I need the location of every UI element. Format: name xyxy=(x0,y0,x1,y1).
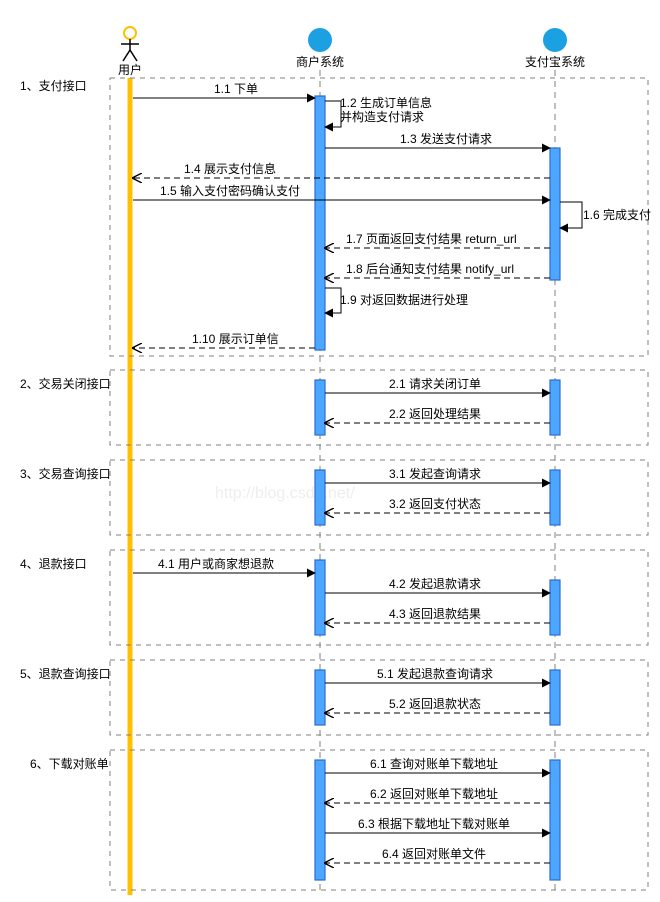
message-label: 6.3 根据下载地址下载对账单 xyxy=(358,817,510,831)
activation xyxy=(550,470,560,525)
activation xyxy=(550,580,560,635)
actor-merchant-head xyxy=(308,28,332,52)
activation xyxy=(315,760,325,880)
actor-merchant-label: 商户系统 xyxy=(296,54,344,69)
message-label: 5.1 发起退款查询请求 xyxy=(377,666,493,681)
activation xyxy=(315,96,325,350)
activation xyxy=(315,470,325,525)
section-frame xyxy=(110,460,648,535)
section-title: 4、退款接口 xyxy=(20,556,87,571)
message-label: 2.1 请求关闭订单 xyxy=(389,377,481,391)
message-label: 4.1 用户或商家想退款 xyxy=(158,556,274,571)
self-message-label: 1.9 对返回数据进行处理 xyxy=(340,292,468,307)
section-title: 3、交易查询接口 xyxy=(20,466,111,481)
actor-user xyxy=(121,27,139,61)
message-label: 5.2 返回退款状态 xyxy=(389,697,481,711)
activation xyxy=(550,148,560,280)
message-label: 6.4 返回对账单文件 xyxy=(382,846,486,861)
section-frame xyxy=(110,370,648,445)
self-message xyxy=(325,288,341,313)
watermark: http://blog.csdn.net/ xyxy=(215,485,355,502)
message-label: 4.3 返回退款结果 xyxy=(389,607,481,621)
activation xyxy=(315,380,325,435)
actor-user-label: 用户 xyxy=(118,62,142,77)
section-title: 6、下载对账单 xyxy=(30,757,109,771)
actor-alipay-head xyxy=(543,28,567,52)
message-label: 3.1 发起查询请求 xyxy=(389,466,481,481)
message-label: 2.2 返回处理结果 xyxy=(389,407,481,421)
actor-alipay-label: 支付宝系统 xyxy=(525,55,585,69)
section-title: 2、交易关闭接口 xyxy=(20,376,111,391)
message-label: 1.5 输入支付密码确认支付 xyxy=(160,183,300,198)
self-message-label: 1.6 完成支付 xyxy=(583,207,651,222)
activation xyxy=(550,760,560,880)
message-label: 1.10 展示订单信 xyxy=(192,332,279,346)
section-title: 1、支付接口 xyxy=(20,78,87,93)
message-label: 4.2 发起退款请求 xyxy=(389,576,481,591)
message-label: 6.1 查询对账单下载地址 xyxy=(370,757,498,771)
activation xyxy=(315,670,325,725)
activation xyxy=(550,380,560,435)
message-label: 1.8 后台通知支付结果 notify_url xyxy=(346,261,514,276)
message-label: 1.7 页面返回支付结果 return_url xyxy=(346,232,517,246)
message-label: 3.2 返回支付状态 xyxy=(389,497,481,511)
activation xyxy=(550,670,560,725)
self-message xyxy=(560,202,582,228)
message-label: 1.1 下单 xyxy=(214,82,258,96)
sequence-diagram: http://blog.csdn.net/用户 商户系统 支付宝系统 1、支付接口 1.… xyxy=(0,0,660,902)
message-label: 1.3 发送支付请求 xyxy=(400,131,492,146)
self-message xyxy=(325,101,341,127)
message-label: 6.2 返回对账单下载地址 xyxy=(370,787,498,801)
message-label: 1.4 展示支付信息 xyxy=(184,161,276,176)
section-title: 5、退款查询接口 xyxy=(20,666,111,681)
self-message-label: 1.2 生成订单信息并构造支付请求 xyxy=(340,95,432,124)
activation xyxy=(315,560,325,635)
